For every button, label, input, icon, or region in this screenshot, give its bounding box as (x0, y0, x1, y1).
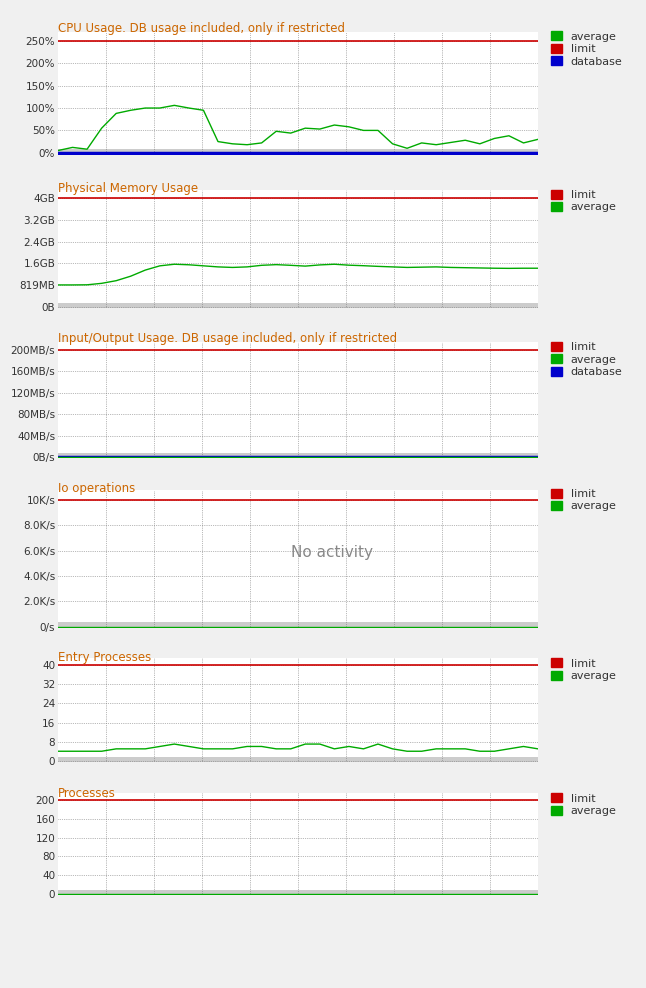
Text: CPU Usage. DB usage included, only if restricted: CPU Usage. DB usage included, only if re… (58, 22, 345, 35)
Bar (58, 890, 538, 895)
Legend: limit, average, database: limit, average, database (551, 342, 623, 377)
Legend: limit, average: limit, average (551, 489, 617, 512)
Bar (58, 453, 538, 458)
Text: Processes: Processes (58, 787, 116, 800)
Text: Input/Output Usage. DB usage included, only if restricted: Input/Output Usage. DB usage included, o… (58, 332, 397, 345)
Bar (58, 758, 538, 762)
Text: Entry Processes: Entry Processes (58, 651, 151, 664)
Bar (58, 149, 538, 155)
Bar (58, 621, 538, 628)
Legend: average, limit, database: average, limit, database (551, 32, 623, 66)
Text: Physical Memory Usage: Physical Memory Usage (58, 182, 198, 195)
Text: Io operations: Io operations (58, 482, 135, 495)
Legend: limit, average: limit, average (551, 190, 617, 212)
Text: No activity: No activity (291, 544, 373, 559)
Bar (58, 302, 538, 308)
Legend: limit, average: limit, average (551, 658, 617, 681)
Legend: limit, average: limit, average (551, 793, 617, 816)
